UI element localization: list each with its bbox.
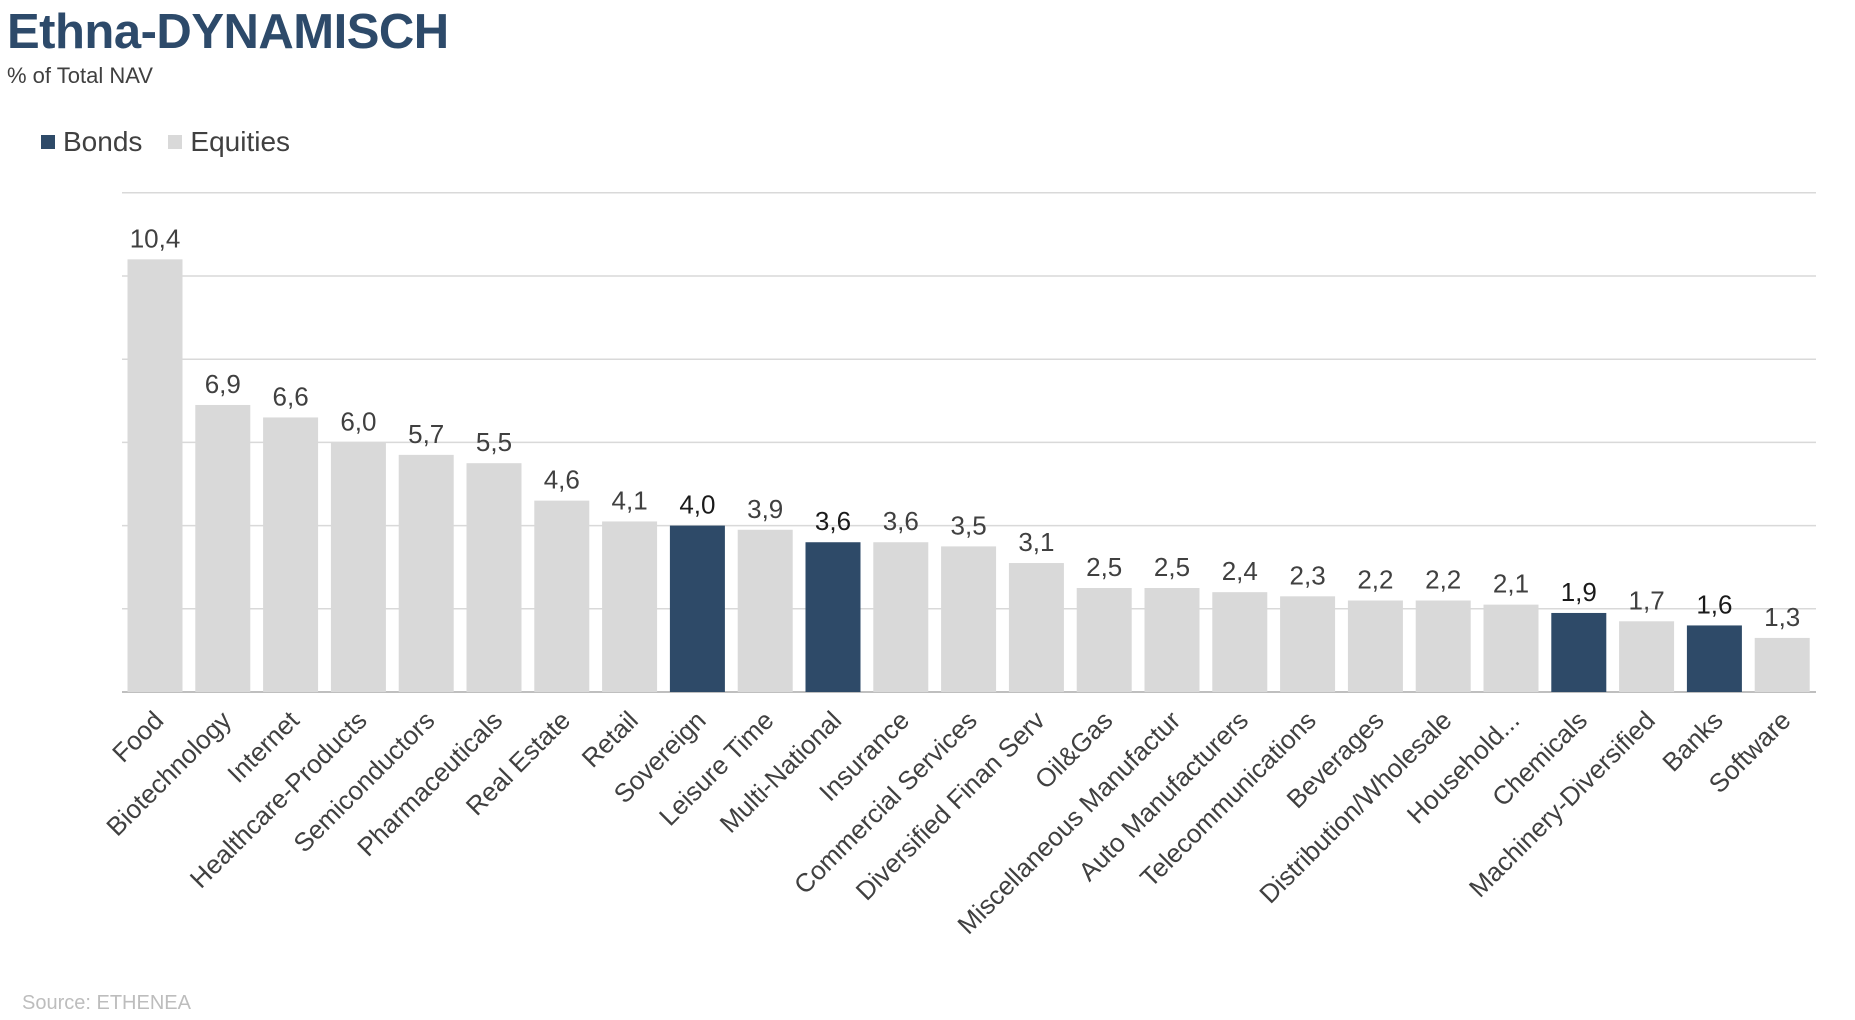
value-label: 6,0 <box>340 406 376 436</box>
bar <box>534 500 590 692</box>
bar <box>1008 563 1064 692</box>
value-label: 3,9 <box>747 494 783 524</box>
bar <box>330 442 386 692</box>
bar <box>669 525 725 692</box>
bar <box>602 521 658 692</box>
legend-label-bonds: Bonds <box>63 126 143 157</box>
value-label: 2,2 <box>1425 564 1461 594</box>
value-label: 3,6 <box>883 506 919 536</box>
bar <box>1076 588 1132 692</box>
value-label: 4,6 <box>544 465 580 495</box>
bar <box>805 542 861 692</box>
source-note: Source: ETHENEA <box>22 992 191 1014</box>
value-labels: 10,4 6,9 6,6 6,0 5,7 5,5 4,6 4,1 4,0 3,9 3,6 3,6 3,5… <box>130 223 1801 632</box>
bar <box>127 259 183 692</box>
bar <box>1415 600 1471 692</box>
value-label: 2,1 <box>1493 569 1529 599</box>
value-label: 6,6 <box>273 381 309 411</box>
bar <box>1754 637 1810 692</box>
bar <box>195 404 251 692</box>
bars <box>127 259 1810 692</box>
value-label: 10,4 <box>130 223 181 253</box>
value-label: 3,1 <box>1018 527 1054 557</box>
bar <box>1686 625 1742 692</box>
value-label: 4,1 <box>612 485 648 515</box>
bar <box>873 542 929 692</box>
legend-item-equities: Equities <box>168 126 290 158</box>
bar <box>263 417 319 692</box>
value-label: 1,7 <box>1629 585 1665 615</box>
bar <box>1619 621 1675 692</box>
bar <box>1551 612 1607 692</box>
value-label: 2,5 <box>1086 552 1122 582</box>
value-label: 5,5 <box>476 427 512 457</box>
value-label: 1,6 <box>1696 589 1732 619</box>
value-label: 1,3 <box>1764 602 1800 632</box>
chart-title: Ethna-DYNAMISCH <box>7 5 449 59</box>
value-label: 1,9 <box>1561 577 1597 607</box>
legend-label-equities: Equities <box>190 126 291 157</box>
value-label: 4,0 <box>679 490 715 520</box>
value-label: 3,5 <box>951 510 987 540</box>
legend-swatch-equities <box>168 135 183 149</box>
category-label: Food <box>106 705 169 768</box>
bar <box>941 546 997 692</box>
bar <box>1483 604 1539 692</box>
value-label: 2,3 <box>1290 560 1326 590</box>
value-label: 2,2 <box>1357 564 1393 594</box>
bar <box>466 463 522 692</box>
bar <box>1144 588 1200 692</box>
value-label: 5,7 <box>408 419 444 449</box>
category-labels: FoodBiotechnologyInternetHealthcare-Prod… <box>100 704 1796 939</box>
chart-subtitle: % of Total NAV <box>7 63 153 88</box>
chart-legend: Bonds Equities <box>41 126 316 158</box>
bar <box>1280 596 1336 692</box>
value-label: 3,6 <box>815 506 851 536</box>
value-label: 6,9 <box>205 369 241 399</box>
value-label: 2,5 <box>1154 552 1190 582</box>
category-label: Biotechnology <box>100 705 237 842</box>
value-label: 2,4 <box>1222 556 1258 586</box>
legend-item-bonds: Bonds <box>41 126 142 158</box>
legend-swatch-bonds <box>41 135 55 149</box>
bar <box>398 454 454 692</box>
bar <box>1347 600 1403 692</box>
bar <box>1212 592 1268 692</box>
bar <box>737 529 793 692</box>
